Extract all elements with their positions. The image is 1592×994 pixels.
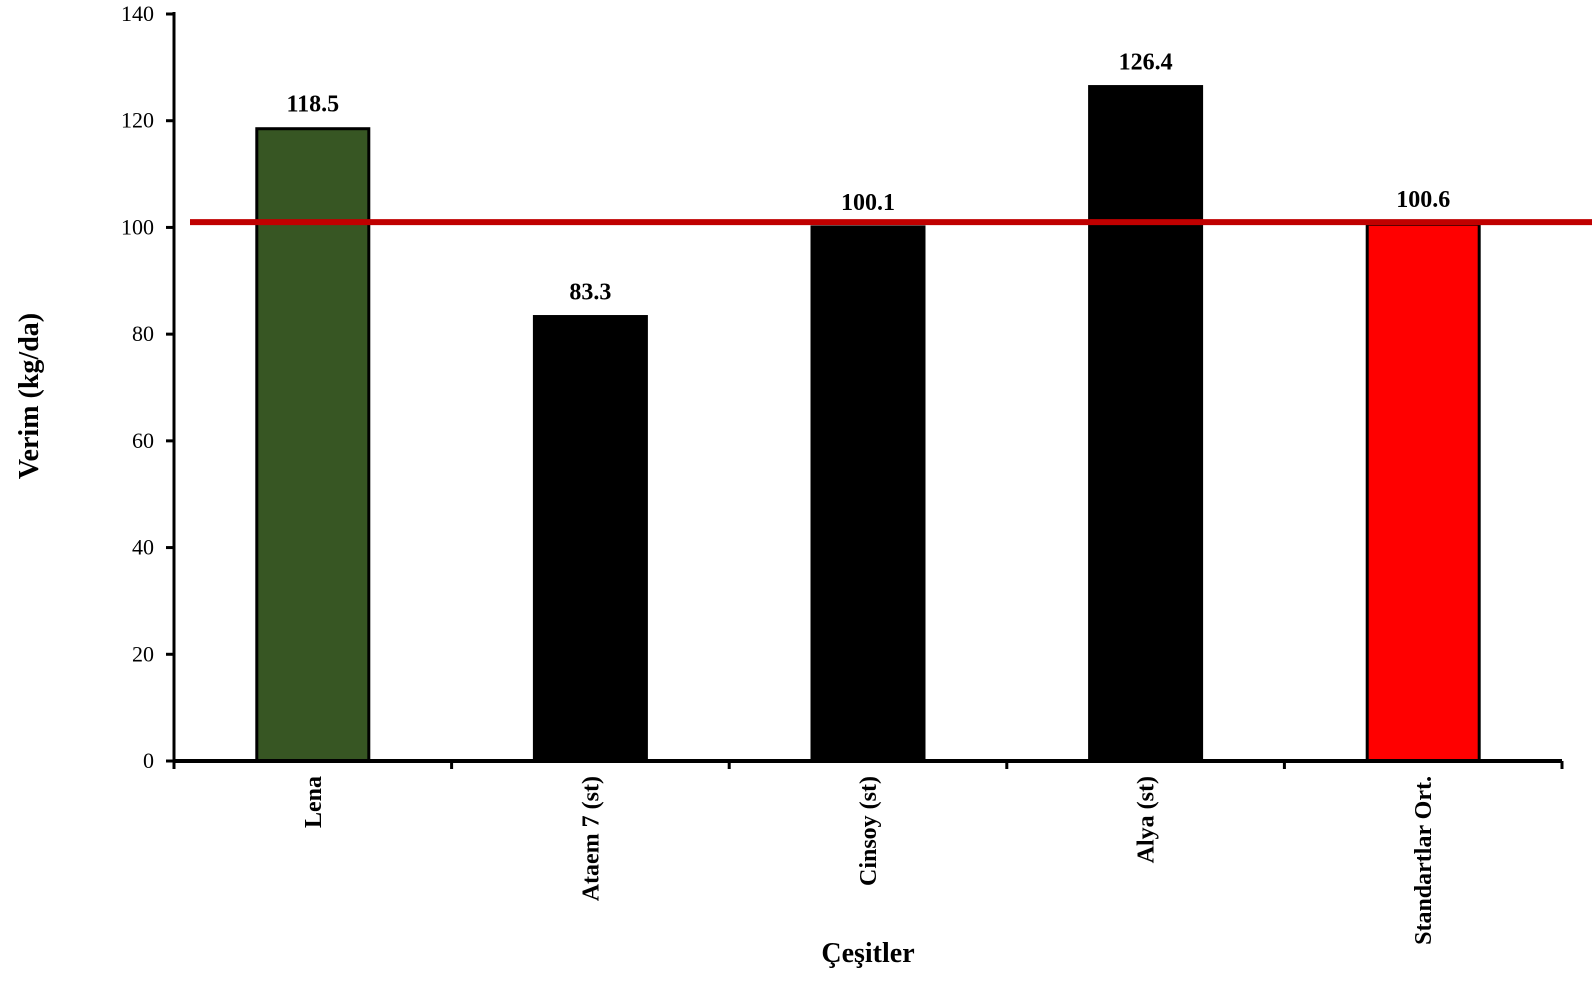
category-label-3: Alya (st): [1134, 776, 1160, 863]
y-tick-label-2: 40: [132, 535, 154, 560]
y-tick-label-0: 0: [143, 748, 154, 773]
y-tick-label-4: 80: [132, 321, 154, 346]
axes-group: [166, 12, 1564, 769]
category-label-2: Cinsoy (st): [856, 776, 882, 886]
bar-0: [255, 127, 371, 763]
y-tick-label-5: 100: [121, 214, 154, 239]
data-label-1: 83.3: [569, 280, 611, 306]
data-label-0: 118.5: [286, 92, 339, 118]
bar-2: [810, 225, 926, 763]
data-label-2: 100.1: [841, 190, 895, 216]
bar-1: [532, 315, 648, 763]
category-label-1: Ataem 7 (st): [578, 776, 604, 901]
y-tick-label-6: 120: [121, 108, 154, 133]
bar-4: [1365, 222, 1481, 763]
bar-3: [1088, 85, 1204, 763]
y-tick-label-1: 20: [132, 641, 154, 666]
labels-group: 118.5 Lena 83.3 Ataem 7 (st) 100.1 Cinsoy (st…: [121, 1, 1450, 945]
bars-group: [255, 85, 1481, 763]
data-label-4: 100.6: [1396, 187, 1450, 213]
y-tick-label-7: 140: [121, 1, 154, 26]
x-axis-title: Çeşitler: [821, 938, 914, 969]
data-label-3: 126.4: [1119, 50, 1173, 76]
category-label-4: Standartlar Ort.: [1411, 776, 1437, 945]
y-tick-label-3: 60: [132, 428, 154, 453]
y-axis-title: Verim (kg/da): [14, 313, 45, 479]
category-label-0: Lena: [301, 776, 327, 828]
